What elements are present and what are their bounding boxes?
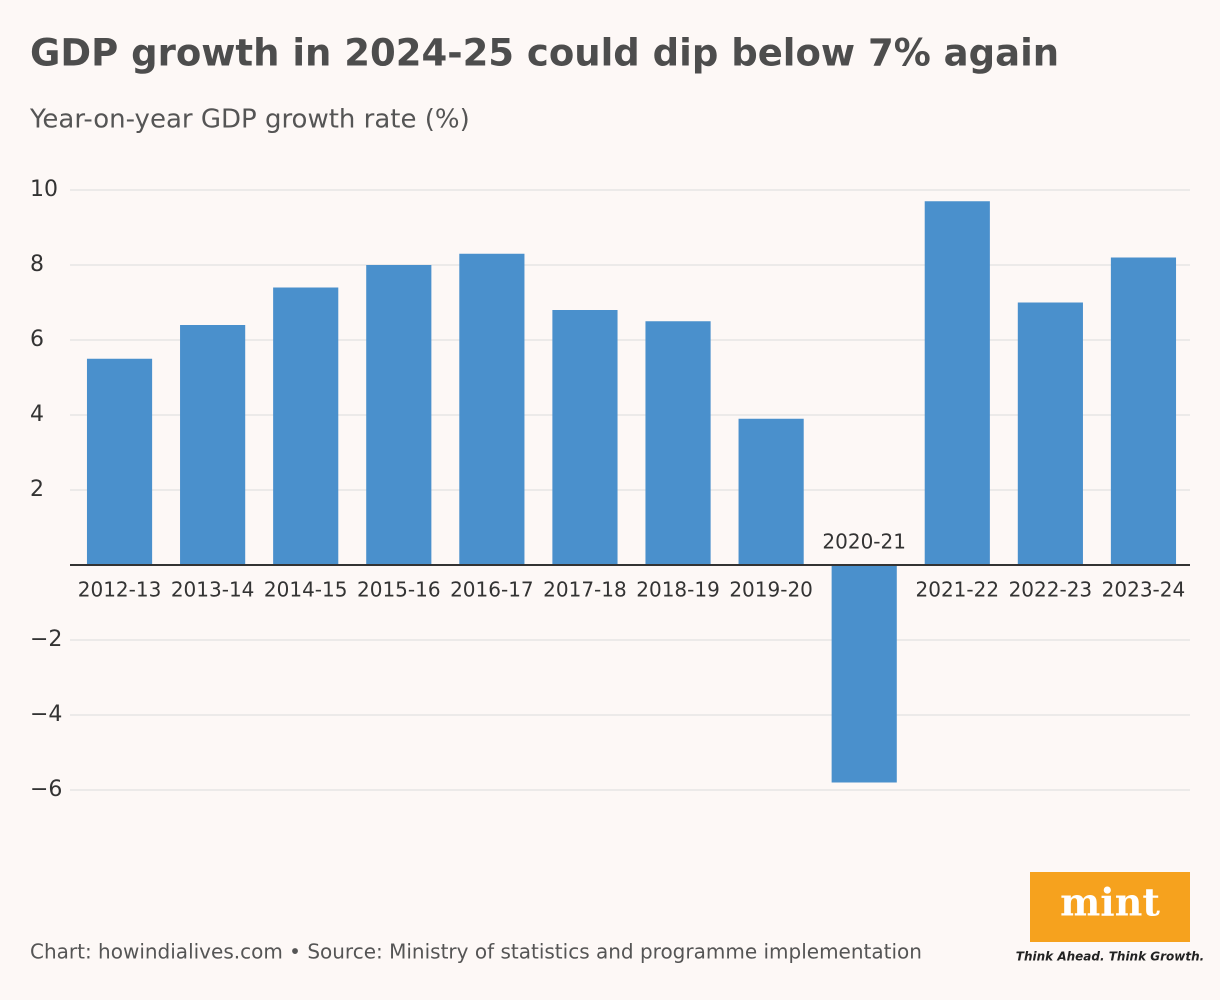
x-tick-label: 2015-16 — [357, 578, 441, 602]
y-tick-label: 10 — [30, 177, 58, 202]
chart-subtitle: Year-on-year GDP growth rate (%) — [29, 105, 470, 135]
x-tick-label: 2021-22 — [916, 578, 1000, 602]
y-tick-label: 2 — [30, 477, 44, 502]
bar — [831, 565, 897, 783]
bar — [273, 287, 339, 565]
bar — [738, 418, 804, 565]
bar — [1017, 302, 1083, 565]
bar — [366, 265, 432, 565]
x-tick-label: 2018-19 — [636, 578, 720, 602]
y-tick-label: −4 — [30, 702, 62, 727]
bar — [924, 201, 990, 565]
x-tick-label: 2020-21 — [822, 530, 906, 554]
x-tick-label: 2012-13 — [78, 578, 162, 602]
chart-title: GDP growth in 2024-25 could dip below 7%… — [30, 32, 1059, 75]
y-tick-label: 8 — [30, 252, 44, 277]
x-tick-label: 2017-18 — [543, 578, 627, 602]
logo-text: mint — [1060, 880, 1160, 925]
y-tick-label: 4 — [30, 402, 44, 427]
x-tick-label: 2022-23 — [1009, 578, 1093, 602]
y-tick-label: −2 — [30, 627, 62, 652]
x-tick-label: 2013-14 — [171, 578, 255, 602]
x-tick-label: 2014-15 — [264, 578, 348, 602]
bar — [86, 358, 153, 565]
y-tick-label: −6 — [30, 777, 62, 802]
bar — [645, 321, 711, 565]
bar — [459, 253, 525, 565]
bar — [180, 325, 246, 565]
x-tick-label: 2019-20 — [729, 578, 813, 602]
bar — [1110, 257, 1177, 565]
x-tick-label: 2016-17 — [450, 578, 534, 602]
logo-tagline: Think Ahead. Think Growth. — [1016, 950, 1204, 964]
x-tick-label: 2023-24 — [1102, 578, 1186, 602]
source-note: Chart: howindialives.com • Source: Minis… — [30, 940, 922, 964]
bar — [552, 310, 618, 565]
y-tick-label: 6 — [30, 327, 44, 352]
logo-box — [1030, 872, 1190, 942]
